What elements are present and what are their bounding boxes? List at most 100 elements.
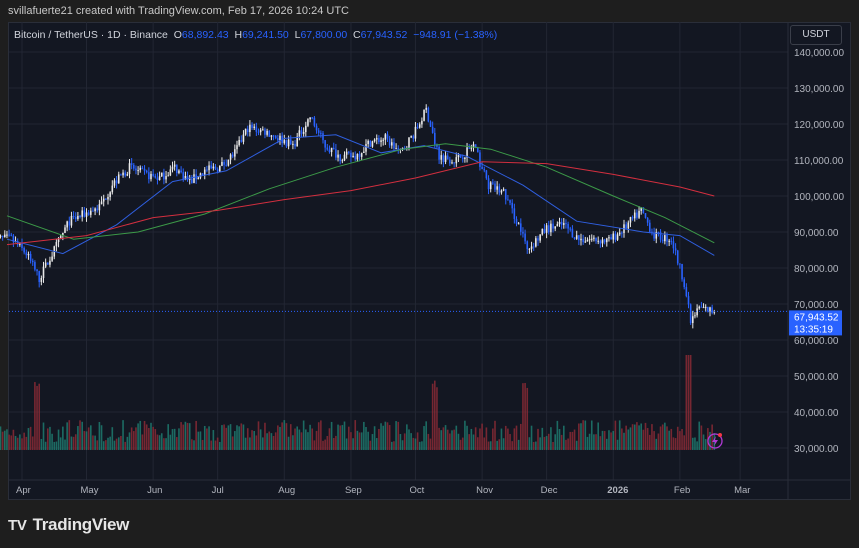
candle-body [354,155,357,160]
volume-bar [683,435,685,450]
candle-body [713,311,716,313]
candle-body [330,147,333,153]
volume-bar [257,421,260,450]
candle-body [642,207,645,214]
x-tick-label: Jul [212,485,224,496]
volume-bar [614,420,617,450]
candle-body [216,169,219,172]
candle-body [674,248,677,251]
volume-bar [515,425,518,450]
candle-body [378,138,380,143]
volume-bar [386,422,389,450]
symbol-title[interactable]: Bitcoin / TetherUS · 1D · Binance [14,29,168,41]
volume-bar [197,431,200,450]
x-tick-label: Aug [278,485,295,496]
volume-bar [696,441,698,450]
credit-line: svillafuerte21 created with TradingView.… [8,5,349,17]
candle-body [223,162,225,165]
countdown-timer: 13:35:19 [794,324,833,335]
volume-bar [681,429,683,450]
candle-body [171,166,174,170]
volume-bar [255,435,258,450]
volume-bar [238,426,240,450]
candle-body [102,198,105,202]
volume-bar [328,428,331,450]
candle-body [169,169,172,176]
candle-body [356,153,359,160]
candle-body [163,172,165,180]
candle-body [117,174,120,184]
volume-bar [216,437,219,450]
candle-body [464,157,466,159]
candle-body [160,172,163,177]
volume-bar [666,426,668,450]
candle-body [167,175,169,177]
volume-bar [461,437,464,450]
volume-bar [25,436,28,450]
volume-bar [90,425,92,450]
candle-body [113,180,116,186]
volume-bar [34,382,36,450]
candle-body [40,278,43,283]
candle-body [651,231,653,233]
volume-bar [100,425,103,450]
volume-bar [584,420,587,450]
candle-body [21,243,23,248]
candle-body [543,228,546,233]
volume-bar [511,441,513,450]
volume-bar [612,431,615,450]
volume-bar [403,433,406,450]
volume-bar [358,432,361,450]
volume-bar [262,437,264,450]
candle-body [468,147,470,149]
candle-body [259,129,262,133]
candle-body [636,212,638,218]
y-tick-label: 140,000.00 [794,48,844,59]
chart-panel[interactable] [8,22,851,500]
volume-bar [298,429,301,450]
volume-bar [573,429,576,450]
candle-body [231,154,234,157]
candle-body [81,210,83,217]
x-tick-label: May [81,485,99,496]
candle-body [70,215,73,226]
volume-bar [173,428,176,450]
volume-bar [451,430,453,450]
volume-bar [414,438,417,450]
volume-bar [107,437,109,450]
candle-body [326,147,329,150]
volume-bar [679,431,681,450]
volume-bar [279,426,281,450]
volume-bar [251,430,253,450]
candle-body [466,147,468,158]
candle-body [461,157,464,159]
candle-body [539,234,541,241]
candle-body [582,238,584,243]
candle-body [685,287,688,297]
candle-body [614,233,617,240]
volume-bar [341,425,344,450]
volume-bar [313,440,316,450]
candle-body [565,223,567,225]
volume-bar [670,428,673,450]
candle-body [229,154,232,160]
candle-body [285,140,288,147]
candle-body [580,238,582,241]
candle-body [421,120,423,125]
volume-bar [578,423,580,450]
y-tick-label: 90,000.00 [794,228,839,239]
volume-bar [367,431,369,450]
currency-button[interactable]: USDT [790,25,842,45]
volume-bar [434,380,436,450]
volume-bar [210,440,212,450]
candle-body [401,147,404,149]
volume-bar [459,439,462,450]
candle-body [128,163,131,175]
volume-bar [12,429,15,450]
candle-body [221,162,223,166]
candle-body [322,133,324,141]
candle-body [236,145,238,150]
volume-bar [163,438,165,450]
volume-bar [315,430,318,450]
